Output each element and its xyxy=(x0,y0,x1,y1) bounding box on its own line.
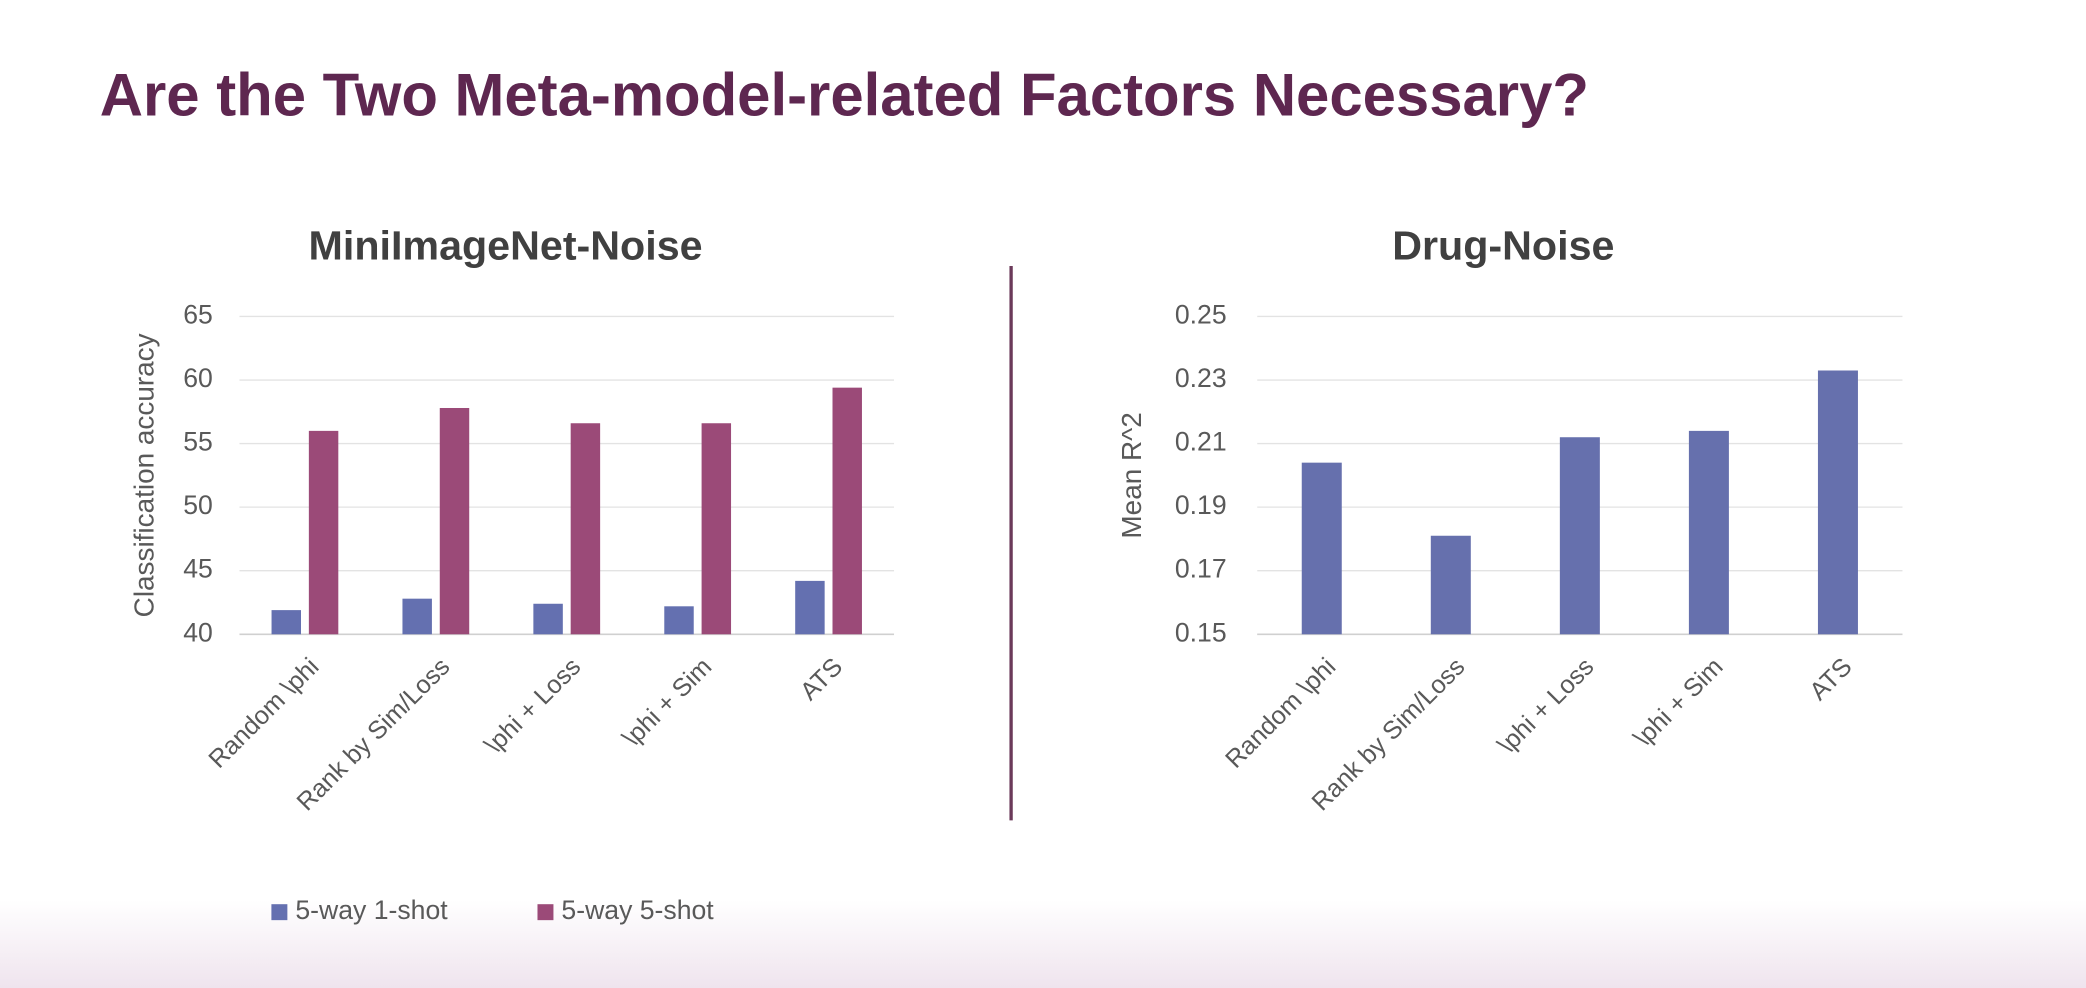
bar xyxy=(402,598,432,635)
legend-swatch xyxy=(271,904,288,921)
bar xyxy=(1559,437,1600,635)
y-tick-label: 0.15 xyxy=(1175,617,1227,647)
bar xyxy=(701,423,732,635)
legend-label: 5-way 1-shot xyxy=(295,895,448,925)
y-tick-label: 45 xyxy=(183,554,213,584)
y-tick-label: 0.21 xyxy=(1175,427,1227,457)
y-tick-label: 0.23 xyxy=(1175,363,1227,393)
footer-band xyxy=(0,900,2086,988)
y-tick-label: 55 xyxy=(183,427,213,457)
y-axis-label: Mean R^2 xyxy=(1116,412,1147,538)
bar xyxy=(795,580,825,635)
legend-label: 5-way 5-shot xyxy=(561,895,714,925)
bar xyxy=(570,423,601,635)
y-tick-label: 60 xyxy=(183,363,213,393)
bar xyxy=(664,606,694,635)
bar xyxy=(1301,462,1342,635)
bar xyxy=(1817,370,1858,635)
chart-title: MiniImageNet-Noise xyxy=(309,223,703,269)
legend-swatch xyxy=(537,904,554,921)
bar xyxy=(1430,535,1471,635)
y-tick-label: 0.19 xyxy=(1175,490,1227,520)
y-tick-label: 0.25 xyxy=(1175,300,1227,330)
bar xyxy=(271,610,302,635)
slide-title: Are the Two Meta-model-related Factors N… xyxy=(100,62,1589,129)
chart-title: Drug-Noise xyxy=(1392,223,1614,269)
y-tick-label: 40 xyxy=(183,617,213,647)
bar xyxy=(832,387,862,635)
bar xyxy=(533,603,563,635)
bar xyxy=(1688,430,1729,635)
y-tick-label: 50 xyxy=(183,490,213,520)
y-tick-label: 0.17 xyxy=(1175,554,1227,584)
bar xyxy=(439,407,470,635)
y-tick-label: 65 xyxy=(183,300,213,330)
bar xyxy=(308,430,339,635)
y-axis-label: Classification accuracy xyxy=(129,333,160,617)
